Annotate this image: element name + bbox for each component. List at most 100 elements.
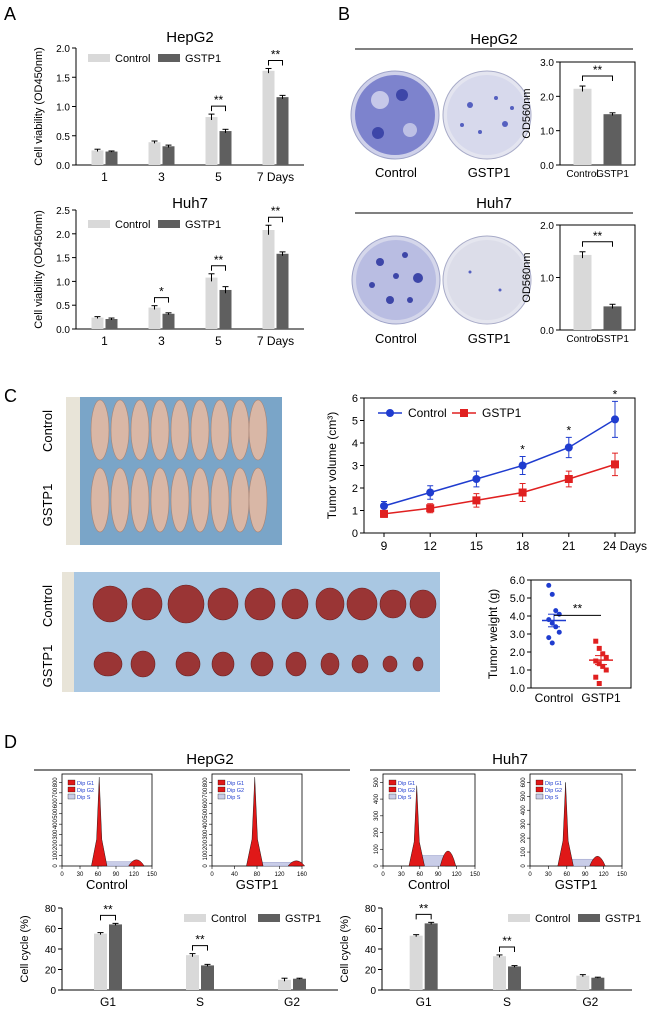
C-volume-significance-label: * — [520, 443, 525, 457]
D-Huh7-cycle-bar-gstp1 — [591, 977, 605, 990]
C-weight-y-tick-label: 5.0 — [510, 593, 525, 605]
B-HepG2-y-tick-label: 1.0 — [540, 127, 554, 138]
D-Huh7-gstp1-g2-peak — [589, 856, 606, 867]
D-HepG2-control-y-tick-label: 500 — [53, 808, 59, 819]
C-volume-x-tick-label: 21 — [562, 539, 576, 553]
b-hepg2-title: HepG2 — [470, 31, 518, 48]
C-volume-y-tick-label: 6 — [352, 393, 358, 405]
D-Huh7-gstp1-y-tick-label: 500 — [521, 791, 527, 802]
C-weight-point-gstp1 — [593, 658, 599, 664]
D-HepG2-control-y-tick-label: 100 — [53, 850, 59, 861]
D-HepG2-cycle-legend-label: GSTP1 — [285, 913, 321, 925]
B-HepG2-bar-control — [573, 88, 592, 165]
D-HepG2-cycle-bar-gstp1 — [201, 965, 214, 990]
D-HepG2-gstp1-legend-swatch — [217, 793, 226, 800]
D-HepG2-gstp1-x-tick-label: 0 — [210, 872, 214, 878]
D-Huh7-cycle-legend-swatch — [578, 914, 600, 922]
A-HepG2-bar-gstp1 — [105, 151, 118, 165]
D-Huh7-cycle-category-label: S — [503, 995, 511, 1009]
D-HepG2-gstp1-y-tick-label: 700 — [203, 787, 209, 798]
A-HepG2-significance-bracket — [211, 105, 226, 112]
C-volume-line-control — [383, 418, 616, 507]
A-Huh7-significance-label: ** — [214, 253, 224, 267]
D-HepG2-control-legend-label: Dip G2 — [77, 788, 94, 794]
b-huh7-dish-gstp1 — [442, 235, 532, 325]
A-Huh7-legend-swatch — [88, 220, 110, 228]
D-HepG2-gstp1-legend-label: Dip G2 — [227, 788, 244, 794]
A-HepG2-y-tick-label: 0.0 — [56, 161, 70, 172]
A-Huh7-category-label: 7 Days — [257, 334, 294, 348]
C-volume-x-tick-label: 15 — [470, 539, 484, 553]
D-Huh7-control-x-tick-label: 0 — [381, 872, 385, 878]
C-weight-frame — [530, 579, 632, 689]
C-weight-point-gstp1 — [600, 663, 606, 669]
D-Huh7-gstp1-x-tick-label: 60 — [563, 872, 570, 878]
C-volume-point-gstp1 — [611, 460, 619, 469]
D-Huh7-gstp1-x-tick-label: 120 — [599, 872, 610, 878]
D-Huh7-gstp1-y-tick-label: 200 — [521, 832, 527, 843]
D-HepG2-control-y-tick-label: 700 — [53, 787, 59, 798]
D-HepG2-control-g2-peak — [128, 859, 145, 867]
D-Huh7-gstp1-y-tick-label: 400 — [521, 805, 527, 816]
c-tumor-photo — [62, 572, 440, 692]
C-weight-point-control — [549, 591, 555, 597]
C-volume-line-gstp1 — [383, 463, 616, 515]
A-HepG2-legend-swatch — [88, 54, 110, 62]
D-HepG2-gstp1-y-tick-label: 300 — [203, 829, 209, 840]
D-HepG2-control-g1-peak — [91, 777, 108, 867]
D-HepG2-gstp1-g2-peak — [287, 860, 306, 867]
D-Huh7-control-y-tick-label: 200 — [374, 827, 380, 838]
A-Huh7-legend-label: Control — [115, 219, 150, 231]
D-HepG2-cycle-bar-control — [186, 955, 199, 990]
A-Huh7-significance-label: * — [159, 285, 164, 299]
D-HepG2-control-x-tick-label: 30 — [77, 872, 84, 878]
D-HepG2-control-legend-label: Dip S — [77, 795, 91, 801]
B-HepG2-significance-bracket — [582, 75, 613, 82]
C-volume-point-control — [564, 443, 573, 452]
D-Huh7-control-x-tick-label: 150 — [470, 872, 481, 878]
C-weight-point-gstp1 — [596, 661, 602, 667]
C-weight-significance-label: ** — [573, 601, 583, 615]
D-HepG2-gstp1-x-tick-label: 120 — [274, 872, 285, 878]
C-weight-y-tick-label: 4.0 — [510, 611, 525, 623]
A-HepG2-bar-control — [205, 117, 218, 165]
A-HepG2-y-tick-label: 2.0 — [56, 44, 70, 55]
D-HepG2-cycle-category-label: G2 — [284, 995, 300, 1009]
D-Huh7-control-x-tick-label: 90 — [435, 872, 442, 878]
C-weight-y-tick-label: 0.0 — [510, 683, 525, 695]
A-HepG2-legend-label: GSTP1 — [185, 53, 221, 65]
D-HepG2-control-y-tick-label: 400 — [53, 819, 59, 830]
D-HepG2-gstp1-legend-swatch — [217, 786, 226, 793]
A-Huh7-legend-label: GSTP1 — [185, 219, 221, 231]
C-weight-point-control — [546, 582, 552, 588]
D-Huh7-cycle-y-tick-label: 40 — [365, 945, 377, 956]
D-Huh7-gstp1-x-tick-label: 90 — [582, 872, 589, 878]
B-HepG2-frame — [559, 61, 636, 166]
C-volume-significance-label: * — [613, 387, 618, 401]
A-Huh7-bar-control — [148, 307, 161, 329]
D-Huh7-gstp1-x-axis-label: GSTP1 — [555, 877, 598, 892]
D-Huh7-cycle-y-axis-label: Cell cycle (%) — [339, 915, 351, 982]
A-Huh7-title: Huh7 — [172, 195, 208, 212]
D-Huh7-cycle-bar-gstp1 — [508, 966, 521, 990]
D-HepG2-cycle-category-label: S — [196, 995, 204, 1009]
D-HepG2-gstp1-y-tick-label: 500 — [203, 808, 209, 819]
D-Huh7-cycle-legend-label: GSTP1 — [605, 913, 641, 925]
A-Huh7-bar-control — [205, 277, 218, 329]
C-volume-y-tick-label: 5 — [352, 416, 358, 428]
C-volume-point-gstp1 — [472, 496, 481, 505]
panel-letter-c: C — [4, 386, 17, 406]
D-Huh7-cycle-bar-gstp1 — [424, 923, 438, 990]
D-HepG2-cycle-bar-control — [94, 933, 107, 990]
b-huh7-dish-label-gstp1: GSTP1 — [468, 331, 511, 346]
A-HepG2-bar-control — [91, 150, 104, 165]
B-HepG2-y-tick-label: 0.0 — [540, 161, 554, 172]
D-HepG2-control-x-axis-label: Control — [86, 877, 128, 892]
A-HepG2-y-tick-label: 0.5 — [56, 132, 70, 143]
B-HepG2-bar-gstp1 — [603, 114, 622, 165]
D-HepG2-gstp1-y-tick-label: 100 — [203, 850, 209, 861]
D-HepG2-gstp1-y-tick-label: 0 — [203, 864, 209, 868]
A-Huh7-category-label: 3 — [158, 334, 165, 348]
C-weight-point-gstp1 — [593, 638, 599, 644]
